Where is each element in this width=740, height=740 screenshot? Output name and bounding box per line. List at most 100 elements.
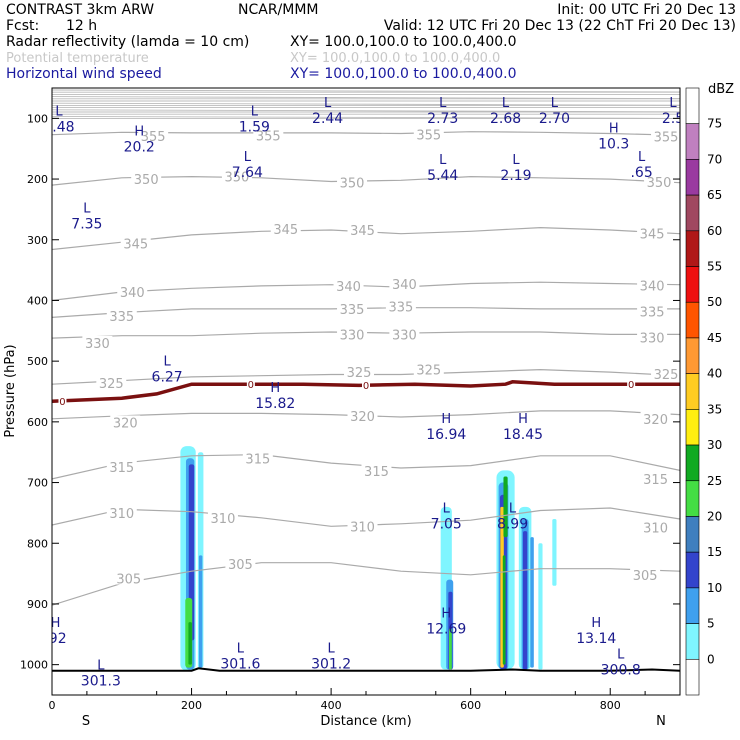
wind-extremum-L-13: L [83,201,91,216]
theta-label-335-2: 335 [388,301,413,316]
colorbar-level-35: 35 [707,402,722,416]
theta-label-320-0: 320 [113,416,138,431]
colorbar-level-55: 55 [707,260,722,274]
wind-extremum-L-6: L [669,96,677,111]
theta-label-bg-345-2 [347,223,378,237]
theta-label-335-1: 335 [340,303,365,318]
theta-contour-upper-0 [52,89,680,93]
freezing-label-2: 0 [363,381,369,392]
model-title: CONTRAST 3km ARW [6,2,154,18]
wind-value-5: 2.70 [539,111,570,127]
reflectivity-cell-21 [530,537,534,668]
reflectivity-cell-15 [503,476,508,538]
theta-label-320-1: 320 [350,410,375,425]
theta-label-bg-320-2 [640,411,671,425]
freezing-level-line [52,380,680,403]
wind-extremum-L-14: L [164,354,172,369]
wind-value-25: 301.2 [311,657,351,673]
theta-label-325-2: 325 [416,364,441,379]
wind-value-16: 16.94 [426,427,466,443]
wind-value-8: 10.3 [598,136,629,152]
freezing-level: 0 0 0 0 [52,379,680,408]
wind-value-21: 13.14 [576,631,616,647]
freezing-label-bg-0 [58,396,67,407]
wind-extremum-L-5: L [551,96,559,111]
wind-value-2: 2.44 [312,111,343,127]
colorbar-level-15: 15 [707,545,722,559]
wind-extremum-L-19: L [509,501,517,516]
theta-label-bg-335-1 [337,301,368,315]
wind-value-3: 2.73 [427,111,458,127]
colorbar-swatch-13 [685,551,700,589]
colorbar-swatch-0 [685,87,700,125]
theta-contour-upper-3 [52,96,680,100]
theta-label-bg-305-1 [225,556,256,570]
colorbar-unit: dBZ [708,82,734,97]
y-tick-label-200: 200 [27,173,48,186]
wind-value-26: 300.8 [601,663,641,679]
wind-value-14: 6.27 [152,369,183,385]
colorbar-swatch-10 [685,444,700,482]
freezing-label-bg-3 [627,379,636,390]
field-xy-theta: XY= 100.0,100.0 to 100.0,400.0 [290,51,500,66]
theta-label-350-1: 350 [224,171,249,186]
colorbar-level-65: 65 [707,188,722,202]
reflectivity-cell-22 [552,518,557,586]
fcst-value: 12 h [66,18,97,34]
wind-extremum-H-17: H [518,412,528,427]
y-tick-label-600: 600 [27,416,48,429]
theta-label-325-1: 325 [347,366,372,381]
theta-label-350-0: 350 [134,173,159,188]
theta-label-bg-330-0 [82,335,113,349]
theta-label-bg-310-3 [640,520,671,534]
theta-label-bg-325-0 [96,376,127,390]
theta-label-340-2: 340 [392,278,417,293]
theta-label-340-3: 340 [640,279,665,294]
theta-label-bg-330-1 [337,327,368,341]
reflectivity-cell-10 [449,628,452,670]
theta-label-330-1: 330 [340,328,365,343]
surface-layer [52,667,680,672]
colorbar-swatch-3 [685,194,700,232]
reflectivity-cell-3 [188,464,195,641]
wind-value-7: 20.2 [124,139,155,155]
colorbar-level-70: 70 [707,152,722,166]
theta-label-315-3: 315 [643,473,668,488]
theta-label-bg-320-1 [347,408,378,422]
reflectivity-cell-19 [523,531,528,670]
x-end-label-south: S [82,714,90,729]
wind-extremum-L-0: L [55,104,63,119]
colorbar-swatch-5 [685,266,700,303]
colorbar-swatch-8 [685,373,700,410]
wind-extremum-L-26: L [617,648,625,663]
init-time: Init: 00 UTC Fri 20 Dec 13 [557,2,736,18]
freezing-label-3: 0 [628,380,634,391]
wind-value-1: 1.59 [239,119,270,135]
colorbar-level-40: 40 [707,367,722,381]
header: CONTRAST 3km ARW NCAR/MMM Init: 00 UTC F… [6,2,736,82]
theta-label-315-1: 315 [245,452,270,467]
theta-label-340-0: 340 [120,286,145,301]
x-tick-label-400: 400 [321,699,342,712]
theta-label-bg-305-0 [113,571,144,585]
wind-labels: L5.48L1.59L2.44L2.73L2.68L2.70L2.5H20.2H… [44,96,684,690]
wind-value-22: .92 [44,631,66,647]
wind-value-6: 2.5 [662,111,684,127]
valid-time: Valid: 12 UTC Fri 20 Dec 13 (22 ChT Fri … [384,18,736,34]
theta-label-340-1: 340 [336,280,361,295]
fcst-label: Fcst: [6,18,39,34]
axes: 100 200 300 400 500 600 700 800 900 1000 0 200 400 60… [20,112,680,712]
field-name-wind: Horizontal wind speed [6,66,162,82]
plot-area [52,88,680,695]
theta-label-bg-325-2 [413,362,444,376]
theta-label-bg-335-2 [385,299,416,313]
reflectivity-cell-20 [538,543,543,670]
colorbar-level-30: 30 [707,438,722,452]
wind-value-11: 2.19 [500,168,531,184]
colorbar-level-50: 50 [707,295,722,309]
wind-value-20: 12.69 [426,621,466,637]
theta-label-310-2: 310 [350,520,375,535]
theta-label-bg-335-3 [637,304,668,318]
colorbar-swatch-7 [685,337,700,374]
theta-label-bg-345-1 [270,221,301,235]
